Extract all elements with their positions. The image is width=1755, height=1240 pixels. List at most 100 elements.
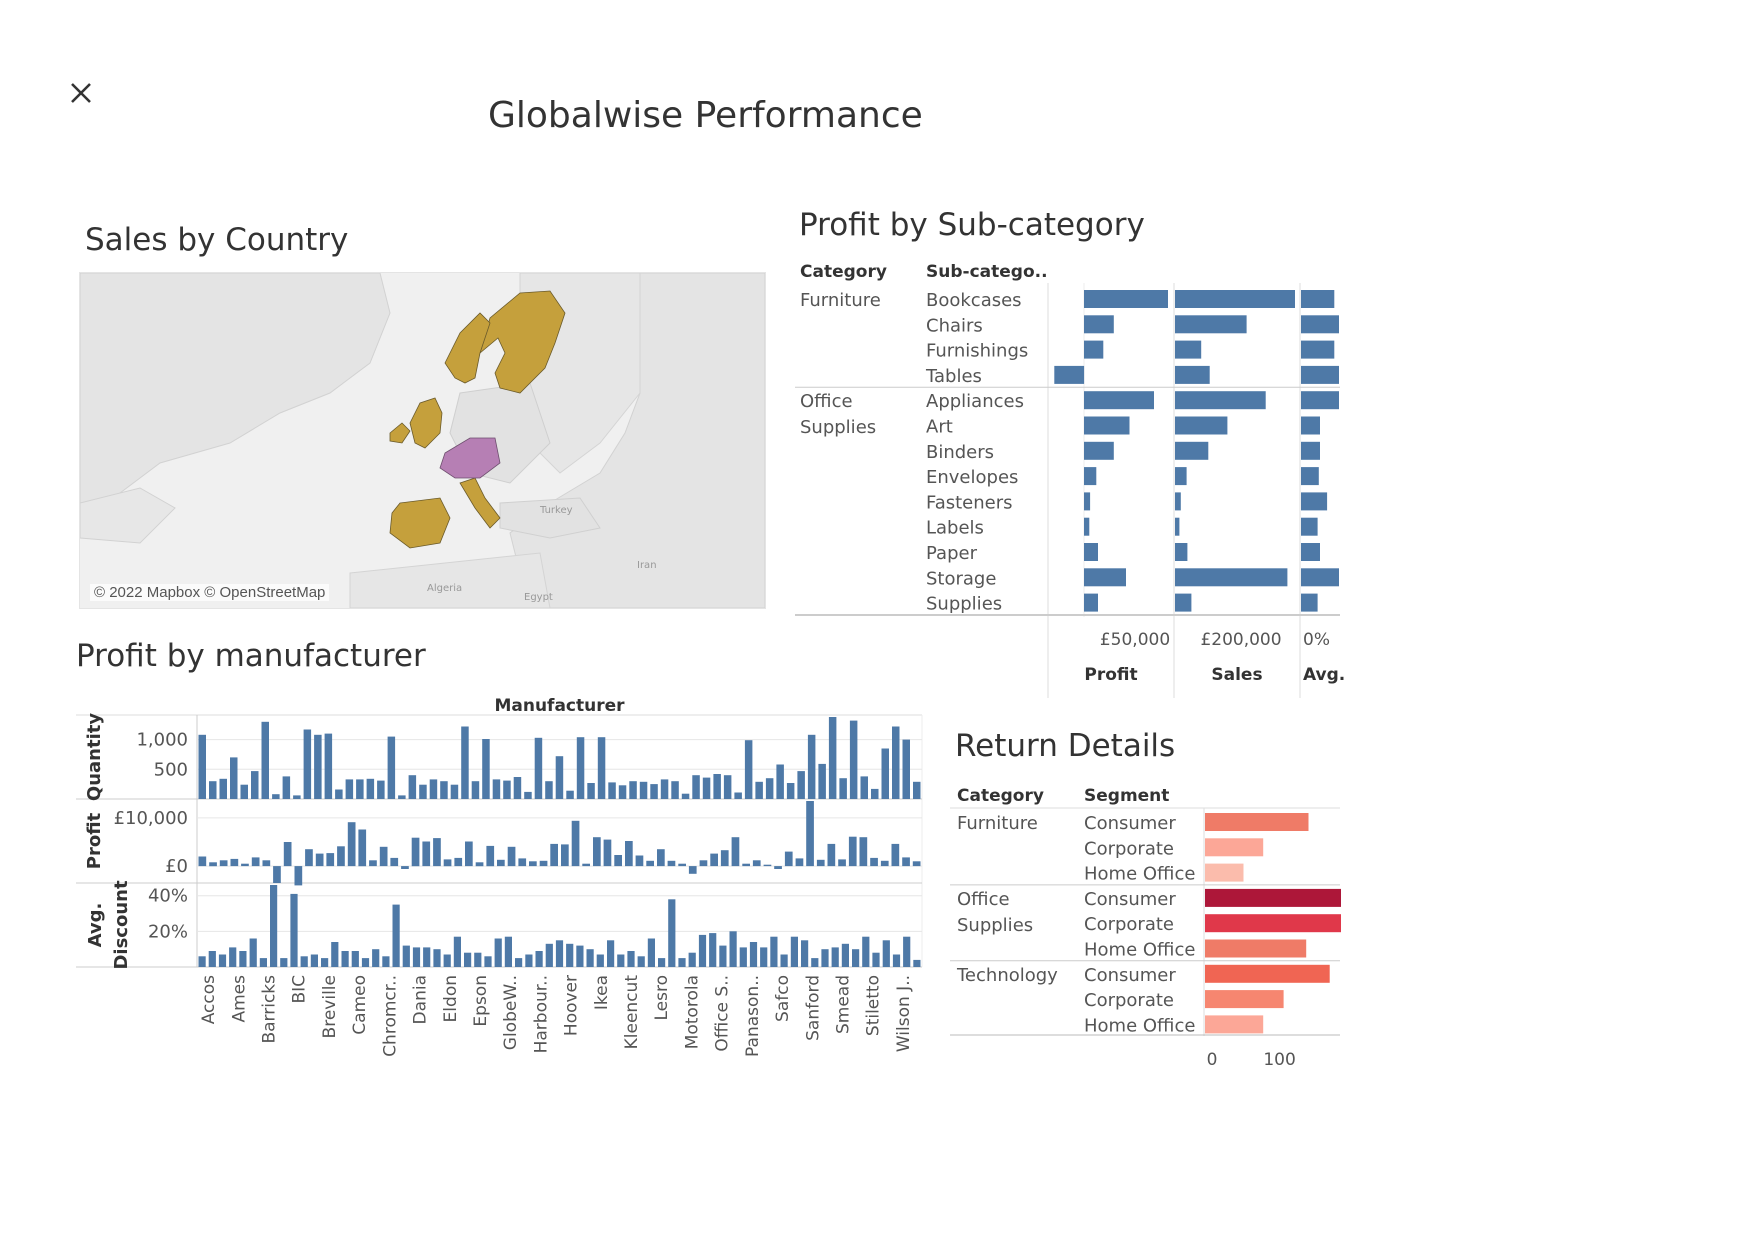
close-button[interactable] [66,78,96,108]
dashboard-title: Globalwise Performance [488,95,923,136]
bar [465,841,473,867]
bar [324,733,333,799]
manufacturer-header: Manufacturer [494,696,625,716]
bar [692,775,700,799]
bar [892,726,900,799]
bar [249,938,257,967]
bar [784,851,793,867]
bar [699,860,708,867]
bar [576,945,584,967]
bar [862,936,870,967]
bar [719,945,727,967]
y-tick-label: 40% [148,886,188,907]
bar [723,775,732,799]
bar [790,936,798,967]
bar [765,778,774,799]
bar [586,949,594,967]
bar [870,857,878,867]
map-label-algeria: Algeria [427,583,462,594]
bar [379,846,388,867]
row-label: Quantity [84,713,105,801]
bar [838,859,846,867]
bar [770,936,778,967]
bar [347,822,356,867]
bar [283,842,292,867]
bar [752,860,761,867]
bar [603,839,612,867]
bar [464,952,472,967]
bar [729,931,737,967]
bar [617,954,625,967]
bar [198,856,207,867]
bar [710,853,718,867]
bar [848,836,857,867]
bar [806,801,814,867]
bar [331,942,339,967]
bar [816,859,825,867]
bar [484,956,492,967]
bar [831,947,839,967]
bar [423,947,431,967]
bar [494,938,502,967]
bar [259,958,267,967]
x-tick-label: Harbour.. [531,975,551,1053]
bar [218,954,227,967]
bar [524,791,532,799]
map-attribution: © 2022 Mapbox © OpenStreetMap [90,584,330,601]
bar [797,771,805,799]
bar [518,858,527,867]
bar [345,779,354,799]
bar [300,956,308,967]
bar [251,857,260,867]
bar [305,849,313,867]
bar [760,947,768,967]
row-label-avg: Avg. [85,903,106,948]
bar [219,860,228,867]
bar [566,790,574,799]
bar [408,775,417,799]
x-tick-label: Breville [320,975,340,1038]
bar [366,778,375,799]
bar [681,793,690,799]
bar [811,958,819,967]
bar [880,860,889,867]
bar [801,940,809,967]
y-tick-label: £10,000 [114,808,188,829]
map-label-turkey: Turkey [539,505,573,516]
bar [545,943,553,967]
x-tick-label: Ames [229,975,249,1023]
bar [504,936,512,967]
bar [713,774,721,799]
x-tick-label: Barricks [260,975,280,1044]
bar [270,885,278,967]
bar [358,829,367,867]
y-tick-label: 1,000 [136,730,188,751]
x-tick-label: Stiletto [864,975,884,1036]
bar [273,866,281,883]
bar [776,764,784,799]
bar [525,954,533,967]
bar [913,781,921,799]
bar [390,857,399,867]
bar [534,737,543,799]
bar [293,795,301,799]
bar [576,737,585,799]
bar [839,778,847,799]
bar [474,952,482,967]
map-label-egypt: Egypt [524,592,553,603]
bar [550,843,558,867]
bar [742,863,750,867]
bar [688,866,697,874]
bar [593,837,601,867]
bar [555,940,564,967]
sales-map[interactable]: Turkey Iran Algeria Egypt © 2022 Mapbox … [79,272,766,609]
bar [902,857,910,867]
bar [688,952,696,967]
bar [827,843,836,867]
bar [614,855,622,867]
bar [310,954,318,967]
bar [198,734,206,799]
bar [749,942,758,967]
bar [582,863,590,867]
